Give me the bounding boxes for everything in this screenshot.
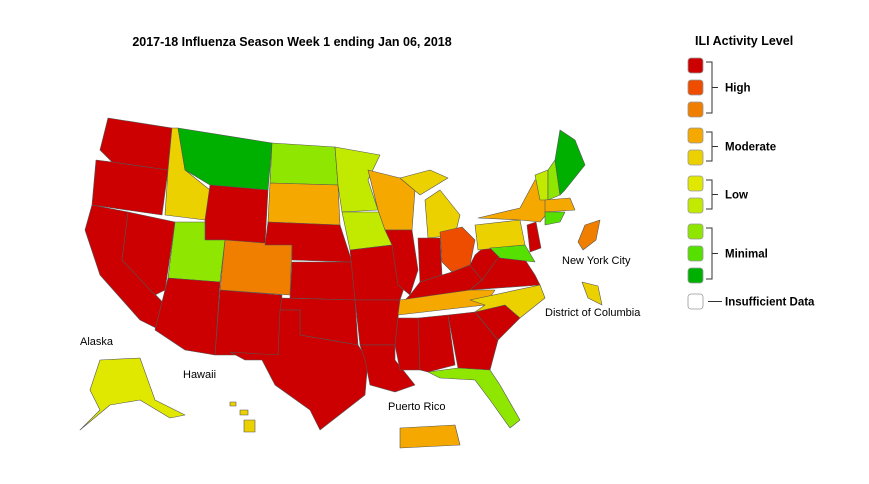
legend-swatch [687,223,704,240]
place-label: Puerto Rico [388,401,445,413]
state [399,169,449,196]
legend-swatch [687,101,704,118]
legend-label: Insufficient Data [725,297,815,309]
legend-swatch [687,149,704,166]
state [424,189,461,239]
state [544,197,576,213]
legend-swatch [687,293,704,310]
legend-swatch [687,79,704,96]
state [204,184,269,246]
state [229,309,369,431]
legend-label: Low [725,190,748,202]
place-label: New York City [562,255,631,267]
state [79,357,186,431]
legend-label: High [725,83,751,95]
legend-swatch [687,197,704,214]
legend-swatch [687,127,704,144]
state [154,277,221,356]
state [394,317,421,371]
place-label: District of Columbia [545,307,641,319]
state [239,409,249,416]
state [264,221,353,263]
state [269,142,339,186]
state [267,182,341,226]
state [554,129,586,196]
state [91,159,169,216]
state [417,237,443,283]
state [359,344,416,393]
legend-swatch [687,245,704,262]
state [121,211,176,296]
legend-swatch [687,175,704,192]
place-label: Alaska [80,336,114,348]
legend-title: ILI Activity Level [695,34,793,48]
legend-label: Minimal [725,249,768,261]
legend-bracket [706,179,718,210]
state [526,221,542,253]
state [581,281,603,306]
state [243,419,256,433]
state [214,289,283,356]
state [447,311,499,371]
map-title: 2017-18 Influenza Season Week 1 ending J… [132,35,451,49]
legend-bracket [706,227,718,280]
state [399,424,461,449]
legend-label: Moderate [725,142,776,154]
legend-bracket [706,61,718,114]
state [427,367,521,429]
place-label: Hawaii [183,369,216,381]
state [229,401,237,407]
state [219,239,293,296]
states [79,117,603,449]
legend-swatch [687,267,704,284]
state [577,219,601,251]
state [289,261,356,301]
legend-swatch [687,57,704,74]
state [544,211,566,226]
state [354,299,401,346]
state [417,314,456,373]
state [349,244,406,301]
state [469,284,546,319]
state [489,244,536,263]
legend-bracket [706,131,718,162]
